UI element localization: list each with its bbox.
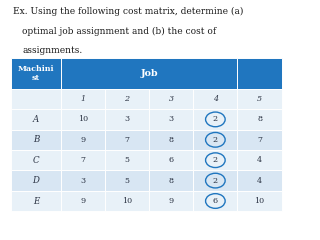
- Text: 3: 3: [80, 177, 85, 185]
- Text: 2: 2: [213, 136, 218, 144]
- Bar: [149, 150, 193, 170]
- Text: 2: 2: [213, 156, 218, 164]
- Text: 6: 6: [213, 197, 218, 205]
- Bar: [237, 170, 282, 191]
- Text: 2: 2: [213, 115, 218, 123]
- Text: 7: 7: [124, 136, 130, 144]
- Bar: [105, 170, 149, 191]
- Text: 10: 10: [122, 197, 132, 205]
- Bar: [11, 130, 61, 150]
- Bar: [11, 191, 61, 211]
- Bar: [105, 191, 149, 211]
- Bar: [237, 130, 282, 150]
- Text: 9: 9: [80, 197, 85, 205]
- Bar: [105, 150, 149, 170]
- Bar: [11, 109, 61, 130]
- Bar: [61, 191, 105, 211]
- Text: 4: 4: [257, 156, 262, 164]
- Text: Job: Job: [140, 69, 158, 78]
- Bar: [61, 170, 105, 191]
- Bar: [193, 109, 237, 130]
- Bar: [237, 58, 282, 89]
- Bar: [11, 89, 61, 109]
- Bar: [105, 130, 149, 150]
- Bar: [149, 191, 193, 211]
- Bar: [237, 191, 282, 211]
- Bar: [193, 191, 237, 211]
- Text: B: B: [33, 135, 39, 144]
- Bar: [11, 150, 61, 170]
- Bar: [237, 150, 282, 170]
- Bar: [61, 89, 105, 109]
- Text: 3: 3: [169, 95, 174, 103]
- Text: D: D: [33, 176, 39, 185]
- Bar: [11, 58, 61, 89]
- Text: 9: 9: [169, 197, 174, 205]
- Text: 7: 7: [257, 136, 262, 144]
- Text: 4: 4: [213, 95, 218, 103]
- Text: C: C: [33, 156, 39, 165]
- Text: 4: 4: [257, 177, 262, 185]
- Bar: [193, 150, 237, 170]
- Text: 2: 2: [213, 177, 218, 185]
- Bar: [237, 109, 282, 130]
- Text: assignments.: assignments.: [22, 46, 83, 55]
- Text: 5: 5: [124, 177, 130, 185]
- Bar: [149, 89, 193, 109]
- Bar: [61, 58, 237, 89]
- Text: 10: 10: [254, 197, 265, 205]
- Bar: [149, 130, 193, 150]
- Text: 3: 3: [124, 115, 130, 123]
- Text: Machini
st: Machini st: [18, 65, 54, 82]
- Bar: [105, 89, 149, 109]
- Text: 5: 5: [257, 95, 262, 103]
- Text: 6: 6: [169, 156, 174, 164]
- Text: 9: 9: [80, 136, 85, 144]
- Text: A: A: [33, 115, 39, 124]
- Text: Ex. Using the following cost matrix, determine (a): Ex. Using the following cost matrix, det…: [13, 7, 243, 16]
- Text: 1: 1: [80, 95, 85, 103]
- Text: 3: 3: [169, 115, 174, 123]
- Text: 8: 8: [169, 177, 174, 185]
- Text: 2: 2: [124, 95, 130, 103]
- Text: 8: 8: [257, 115, 262, 123]
- Bar: [237, 89, 282, 109]
- Text: optimal job assignment and (b) the cost of: optimal job assignment and (b) the cost …: [22, 26, 217, 36]
- Bar: [61, 109, 105, 130]
- Bar: [193, 130, 237, 150]
- Bar: [11, 170, 61, 191]
- Text: 5: 5: [124, 156, 130, 164]
- Bar: [193, 89, 237, 109]
- Bar: [61, 130, 105, 150]
- Text: 10: 10: [78, 115, 88, 123]
- Bar: [105, 109, 149, 130]
- Text: E: E: [33, 197, 39, 205]
- Bar: [149, 109, 193, 130]
- Bar: [61, 150, 105, 170]
- Text: 7: 7: [80, 156, 85, 164]
- Bar: [193, 170, 237, 191]
- Text: 8: 8: [169, 136, 174, 144]
- Bar: [149, 170, 193, 191]
